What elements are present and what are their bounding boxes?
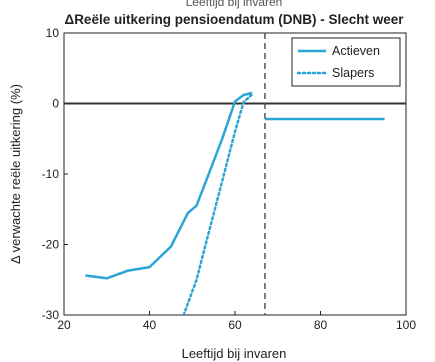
y-axis-label: Δ verwachte reële uitkering (%) xyxy=(8,84,23,264)
y-tick-label: -20 xyxy=(42,238,60,252)
cut-off-title: Leeftijd bij invaren xyxy=(186,0,283,9)
x-tick-label: 80 xyxy=(314,318,328,332)
legend-label-actieven: Actieven xyxy=(332,44,380,58)
series-line-actieven xyxy=(85,93,252,278)
series-line-slapers xyxy=(184,94,252,315)
y-tick-label: 0 xyxy=(52,97,59,111)
x-tick-label: 100 xyxy=(396,318,416,332)
y-tick-label: -30 xyxy=(42,308,60,322)
x-axis-label: Leeftijd bij invaren xyxy=(182,346,287,361)
legend-label-slapers: Slapers xyxy=(332,66,374,80)
x-tick-label: 40 xyxy=(143,318,157,332)
x-tick-label: 20 xyxy=(57,318,71,332)
chart-title: ΔReële uitkering pensioendatum (DNB) - S… xyxy=(64,12,404,27)
x-tick-label: 60 xyxy=(228,318,242,332)
y-tick-label: -10 xyxy=(42,167,60,181)
y-tick-label: 10 xyxy=(46,26,60,40)
